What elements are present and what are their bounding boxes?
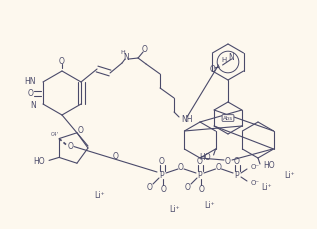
Text: Li⁺: Li⁺ <box>205 201 215 210</box>
Text: O: O <box>234 156 240 166</box>
Text: P: P <box>235 171 239 180</box>
Text: N: N <box>30 101 36 109</box>
Text: Li⁺: Li⁺ <box>262 183 272 193</box>
Text: H: H <box>121 49 126 55</box>
Text: P: P <box>198 171 202 180</box>
Text: HO: HO <box>33 157 45 166</box>
Text: O: O <box>113 152 119 161</box>
Text: O: O <box>225 158 231 166</box>
Text: HN: HN <box>24 76 36 85</box>
Text: O: O <box>197 156 203 166</box>
Text: O: O <box>68 142 74 151</box>
Text: HO: HO <box>199 153 210 161</box>
Text: N: N <box>123 54 129 63</box>
Text: Li⁺: Li⁺ <box>95 191 105 199</box>
Text: O: O <box>210 65 216 74</box>
Text: C4': C4' <box>51 132 59 137</box>
Text: N: N <box>228 54 234 63</box>
Text: Li⁺: Li⁺ <box>285 171 295 180</box>
Text: P: P <box>160 171 164 180</box>
Text: Abs: Abs <box>223 115 233 120</box>
Text: O: O <box>147 183 153 191</box>
Text: Li⁺: Li⁺ <box>170 205 180 215</box>
Text: O: O <box>178 163 184 172</box>
Text: HO: HO <box>263 161 275 171</box>
Text: O: O <box>161 185 167 194</box>
Text: O: O <box>78 126 84 135</box>
Text: O⁻: O⁻ <box>251 164 260 170</box>
Text: O: O <box>159 156 165 166</box>
Text: O: O <box>216 163 222 172</box>
Text: O: O <box>142 46 148 55</box>
Text: O: O <box>28 88 34 98</box>
Text: O: O <box>59 57 65 65</box>
Text: O⁻: O⁻ <box>251 180 260 186</box>
Text: O: O <box>185 183 191 191</box>
Text: NH: NH <box>181 114 192 123</box>
Text: O: O <box>199 185 205 194</box>
Text: H: H <box>221 57 227 63</box>
